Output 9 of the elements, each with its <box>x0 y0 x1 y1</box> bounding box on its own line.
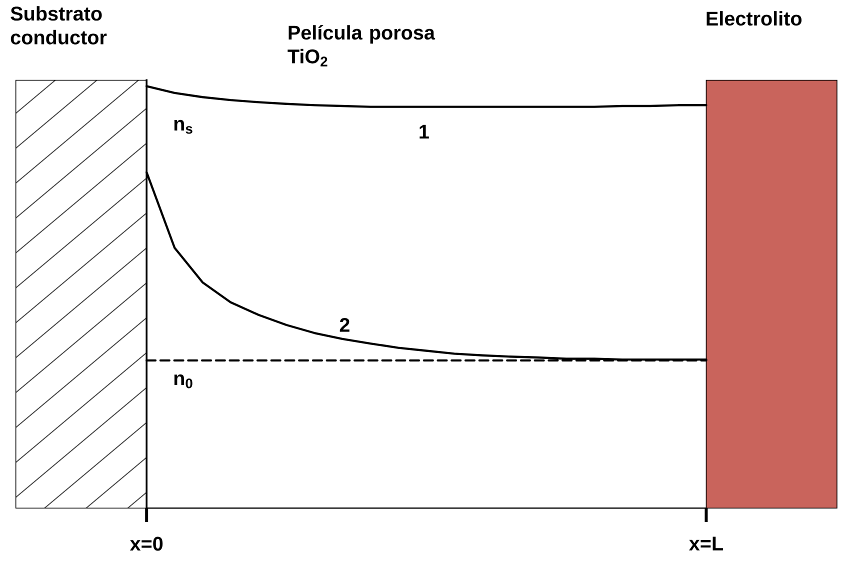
annotation: n$_{s}$ <box>174 120 192 134</box>
annotation: 2 <box>340 318 350 332</box>
chart-title: Película porosa TiO$_{2}$ <box>288 24 436 66</box>
annotation: n$_{0}$ <box>174 374 192 388</box>
x-tick-label: x=L <box>689 536 723 550</box>
text: Electrolito <box>706 10 802 26</box>
x-tick-label: x=0 <box>130 536 163 551</box>
annotation: 1 <box>420 124 429 138</box>
text: Substrato conductor <box>10 6 107 44</box>
